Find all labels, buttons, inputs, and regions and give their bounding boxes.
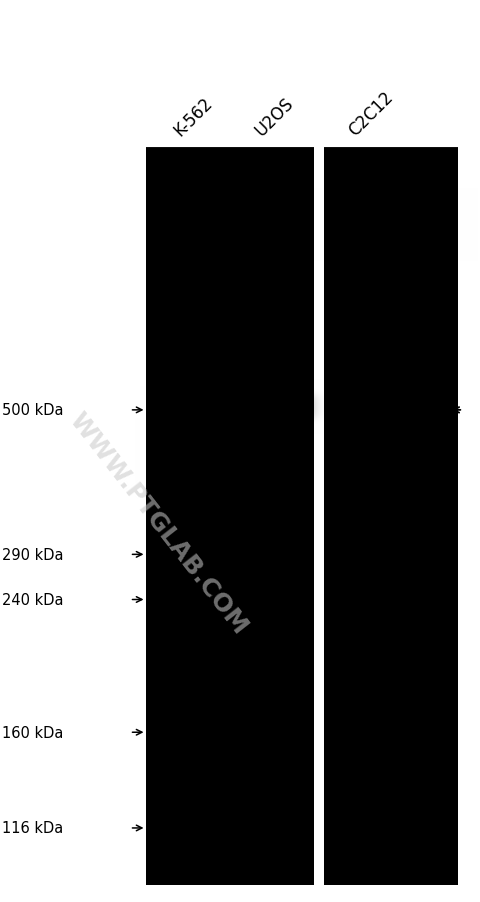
Text: U2OS: U2OS (252, 95, 298, 140)
Text: 290 kDa: 290 kDa (2, 548, 64, 562)
Text: 160 kDa: 160 kDa (2, 725, 64, 740)
Text: WWW.PTGLAB.COM: WWW.PTGLAB.COM (64, 408, 252, 639)
Text: C2C12: C2C12 (346, 88, 397, 140)
Text: 116 kDa: 116 kDa (2, 821, 64, 835)
Text: 500 kDa: 500 kDa (2, 403, 64, 418)
Text: K-562: K-562 (170, 94, 216, 140)
Text: 240 kDa: 240 kDa (2, 593, 64, 607)
